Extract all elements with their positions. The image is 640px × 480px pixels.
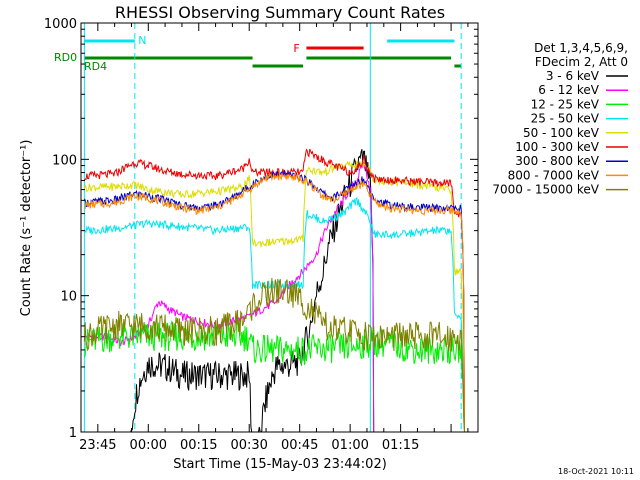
y-tick-label: 10 xyxy=(60,290,77,305)
legend-header-2: FDecim 2, Att 0 xyxy=(535,55,628,69)
x-tick-label: 23:45 xyxy=(79,438,116,453)
x-tick-label: 00:15 xyxy=(180,438,217,453)
legend-label: 3 - 6 keV xyxy=(546,69,600,83)
series-line-8 xyxy=(83,277,465,433)
series-lines xyxy=(83,148,465,433)
x-tick-label: 01:15 xyxy=(382,438,419,453)
series-line-4 xyxy=(83,160,465,433)
flag-label-n: N xyxy=(138,34,146,47)
x-tick-label: 00:30 xyxy=(230,438,267,453)
x-axis-label: Start Time (15-May-03 23:44:02) xyxy=(173,457,387,472)
flag-labels: N F RD0 RD4 xyxy=(54,34,300,73)
legend-label: 800 - 7000 keV xyxy=(508,168,600,182)
legend-header-1: Det 1,3,4,5,6,9, xyxy=(534,41,628,55)
series-line-0 xyxy=(84,149,375,433)
legend-label: 25 - 50 keV xyxy=(531,112,600,126)
y-tick-label: 1 xyxy=(69,426,77,441)
vertical-markers xyxy=(83,23,462,432)
flag-label-rd0: RD0 xyxy=(54,51,77,64)
legend-label: 50 - 100 keV xyxy=(523,126,600,140)
y-tick-label: 100 xyxy=(52,153,77,168)
x-tick-label: 01:00 xyxy=(331,438,368,453)
series-line-1 xyxy=(83,162,375,433)
y-axis-label: Count Rate (s⁻¹ detector⁻¹) xyxy=(19,140,34,317)
legend-label: 7000 - 15000 keV xyxy=(492,183,599,197)
legend-label: 12 - 25 keV xyxy=(531,97,600,111)
series-line-7 xyxy=(84,171,465,433)
footer-date: 18-Oct-2021 10:11 xyxy=(558,467,634,476)
x-tick-label: 00:00 xyxy=(130,438,167,453)
flag-label-f: F xyxy=(293,42,299,55)
axis-ticks: 1 10 100 1000 23:45 00:00 00:15 00:30 00:45 01:00… xyxy=(44,17,478,453)
legend-label: 6 - 12 keV xyxy=(538,83,600,97)
y-tick-label: 1000 xyxy=(44,17,77,32)
x-tick-label: 00:45 xyxy=(281,438,318,453)
legend-label: 100 - 300 keV xyxy=(515,140,599,154)
chart-title: RHESSI Observing Summary Count Rates xyxy=(115,3,445,22)
legend-label: 300 - 800 keV xyxy=(515,154,599,168)
flag-bars xyxy=(84,39,462,68)
plot-frame xyxy=(80,22,479,433)
flag-label-rd4: RD4 xyxy=(84,60,107,73)
